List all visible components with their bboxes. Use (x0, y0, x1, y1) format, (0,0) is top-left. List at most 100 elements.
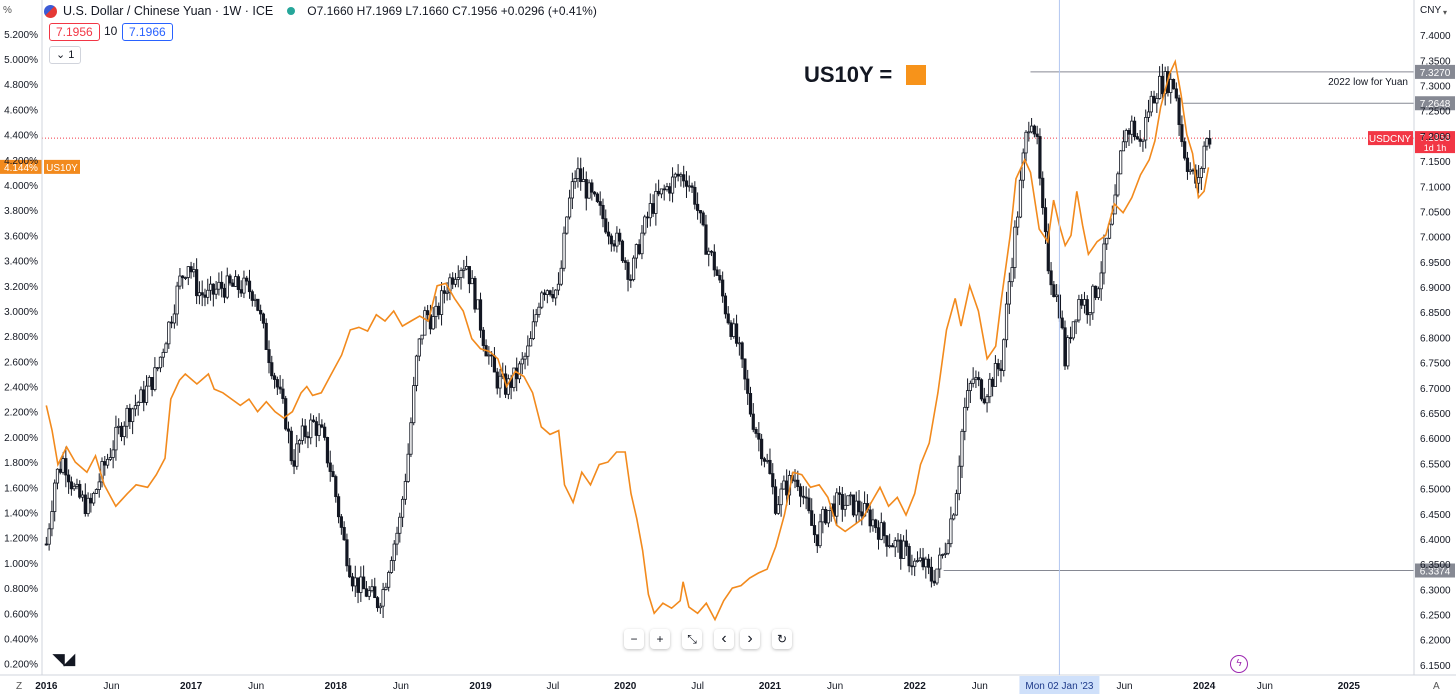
candle-body (960, 430, 964, 467)
bid-price[interactable]: 7.1956 (49, 23, 100, 41)
candle-body (551, 294, 555, 299)
candle-body (854, 500, 858, 516)
right-axis-tick-label: 7.0000 (1420, 233, 1451, 244)
chart-axes (0, 0, 1456, 676)
candle-body (598, 201, 602, 206)
lightning-icon[interactable]: ϟ (1230, 655, 1248, 673)
refresh-button[interactable]: ↻ (772, 629, 792, 649)
candle-body (1088, 312, 1092, 316)
candle-body (529, 338, 533, 347)
candle-body (846, 495, 850, 506)
us10y-line (45, 58, 1210, 622)
candle-body (64, 458, 68, 476)
candle-body (284, 398, 288, 430)
candle-body (1149, 95, 1153, 113)
zoom-in-button[interactable]: + (650, 629, 670, 649)
left-axis-tick-label: 4.800% (4, 80, 38, 91)
time-axis-tick-label: Jun (248, 681, 264, 692)
indicator-collapse-button[interactable]: ⌄ 1 (49, 46, 82, 64)
ask-price[interactable]: 7.1966 (122, 23, 173, 41)
candle-body (445, 291, 449, 294)
candle-body (1158, 75, 1162, 99)
candle-body (236, 276, 240, 290)
candle-body (309, 419, 313, 439)
chevron-down-icon[interactable]: ▾ (1443, 8, 1448, 17)
candle-body (467, 266, 471, 285)
candle-body (968, 382, 972, 392)
candle-body (473, 277, 477, 310)
candle-body (762, 458, 767, 462)
us10y-series (45, 58, 1210, 622)
candle-body (378, 605, 382, 609)
zoom-out-button[interactable]: − (624, 629, 644, 649)
candle-body (899, 539, 903, 559)
candle-body (957, 465, 961, 495)
time-axis-tick-label: 2022 (904, 681, 927, 692)
candle-body (1094, 285, 1098, 298)
candle-body (868, 509, 872, 527)
candle-body (197, 292, 202, 297)
horizontal-level-value: 6.3374 (1420, 567, 1451, 578)
candle-body (192, 269, 196, 273)
candle-body (860, 511, 864, 517)
candle-body (801, 495, 805, 498)
reset-scale-button[interactable]: ⤡ (682, 629, 702, 649)
candle-body (350, 576, 355, 587)
scroll-right-button[interactable]: › (740, 629, 760, 649)
candle-body (548, 290, 552, 295)
candle-body (1202, 145, 1206, 169)
timezone-button[interactable]: Z (16, 681, 23, 692)
candle-body (935, 568, 939, 584)
annotation-2022-low: 2022 low for Yuan (1328, 77, 1408, 88)
candle-body (590, 182, 594, 193)
left-axis-tick-label: 2.000% (4, 433, 38, 444)
candle-body (142, 389, 146, 403)
auto-scale-button[interactable]: A (1433, 681, 1440, 692)
candle-body (1188, 169, 1192, 172)
candle-body (331, 471, 335, 477)
candle-body (1196, 177, 1201, 184)
left-axis-tick-label: 1.400% (4, 509, 38, 520)
candle-body (1119, 150, 1123, 175)
candle-body (932, 580, 936, 584)
time-axis-tick-label: 2025 (1338, 681, 1361, 692)
left-axis-tick-label: 1.800% (4, 458, 38, 469)
candle-body (562, 232, 566, 269)
candle-body (439, 290, 444, 315)
candle-body (974, 377, 978, 380)
symbol-title[interactable]: U.S. Dollar / Chinese Yuan · 1W · ICE (63, 4, 274, 18)
right-axis-currency[interactable]: CNY (1420, 5, 1442, 16)
candle-body (423, 310, 427, 336)
candle-body (734, 323, 739, 344)
candle-body (261, 313, 266, 324)
candle-body (94, 489, 99, 494)
candle-body (348, 565, 352, 578)
candle-body (342, 527, 346, 541)
candle-body (92, 492, 96, 504)
candle-body (570, 181, 574, 199)
candle-body (1016, 216, 1020, 228)
candle-body (448, 277, 452, 293)
candle-body (412, 385, 416, 424)
candle-body (595, 193, 600, 202)
candle-body (1049, 270, 1053, 286)
candle-body (495, 371, 499, 389)
candle-body (885, 535, 889, 547)
scroll-left-button[interactable]: ‹ (714, 629, 734, 649)
candle-body (1068, 337, 1073, 339)
candle-body (1066, 337, 1070, 367)
candle-body (996, 363, 1000, 370)
left-axis-tick-label: 1.200% (4, 534, 38, 545)
candle-body (58, 468, 62, 473)
candle-body (409, 422, 413, 455)
candle-body (757, 433, 761, 440)
candle-body (158, 356, 163, 369)
candle-body (1099, 272, 1103, 290)
us10y-value-badge-text: 4.144% (4, 163, 38, 174)
candle-body (1171, 78, 1176, 90)
candle-body (673, 173, 677, 178)
candle-body (815, 534, 819, 547)
crosshair-time-badge (1019, 676, 1100, 694)
candle-body (631, 257, 636, 280)
